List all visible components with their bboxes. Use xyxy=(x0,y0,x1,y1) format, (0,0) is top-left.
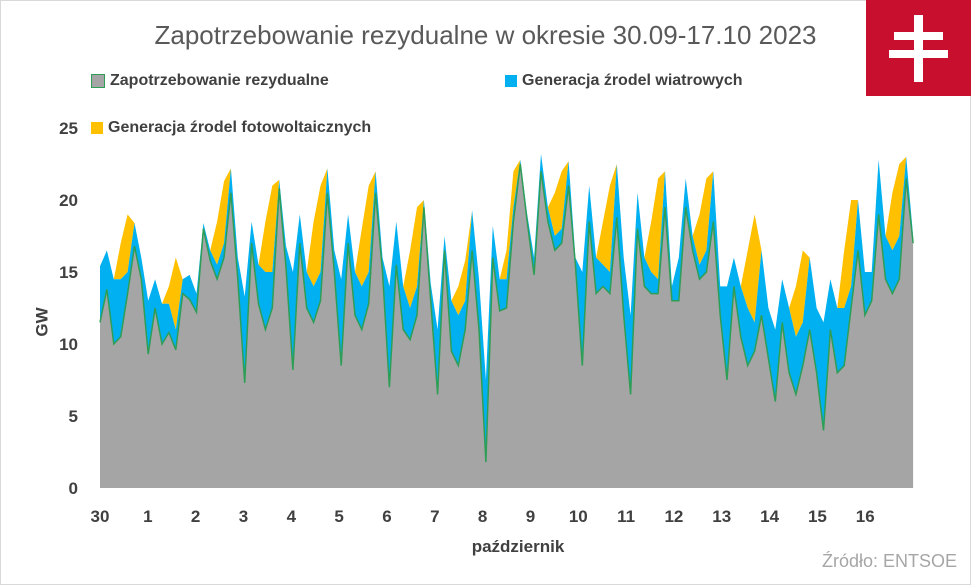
legend-residual: Zapotrzebowanie rezydualne xyxy=(91,72,329,90)
chart-title: Zapotrzebowanie rezydualne w okresie 30.… xyxy=(154,20,817,50)
y-tick-label: 15 xyxy=(59,263,78,282)
x-tick-label: 11 xyxy=(617,507,635,526)
y-tick-label: 0 xyxy=(69,479,78,498)
x-tick-label: 7 xyxy=(430,507,439,526)
x-tick-label: 6 xyxy=(382,507,391,526)
legend-pv: Generacja źrodel fotowoltaicznych xyxy=(91,119,371,137)
legend-swatch-residual xyxy=(91,74,105,88)
y-tick-label: 20 xyxy=(59,191,78,210)
y-tick-label: 10 xyxy=(59,335,78,354)
x-tick-label: 9 xyxy=(526,507,535,526)
legend-label-pv: Generacja źrodel fotowoltaicznych xyxy=(108,119,372,136)
x-tick-label: 14 xyxy=(760,507,779,526)
legend-swatch-pv xyxy=(91,122,103,134)
x-tick-label: 5 xyxy=(334,507,343,526)
x-tick-label: 8 xyxy=(478,507,487,526)
x-tick-label: 12 xyxy=(664,507,683,526)
x-tick-label: 15 xyxy=(808,507,827,526)
legend-swatch-wind xyxy=(505,75,517,87)
source-note: Źródło: ENTSOE xyxy=(821,551,957,571)
legend-label-wind: Generacja źrodel wiatrowych xyxy=(522,72,743,89)
x-tick-label: 16 xyxy=(856,507,875,526)
logo-double-cross-icon xyxy=(866,0,971,96)
x-tick-label: 10 xyxy=(569,507,588,526)
y-tick-label: 5 xyxy=(69,407,78,426)
x-tick-label: 30 xyxy=(91,507,110,526)
area-wind xyxy=(100,153,914,463)
x-axis-label: październik xyxy=(471,537,565,556)
area-residual xyxy=(100,164,914,488)
x-tick-label: 3 xyxy=(239,507,248,526)
x-tick-label: 4 xyxy=(287,507,297,526)
legend-wind: Generacja źrodel wiatrowych xyxy=(505,72,743,90)
area-pv xyxy=(100,153,914,380)
y-axis-label: GW xyxy=(32,307,52,337)
residual-edge-line xyxy=(99,163,914,463)
x-tick-label: 1 xyxy=(143,507,152,526)
y-tick-label: 25 xyxy=(59,119,78,138)
x-tick-label: 13 xyxy=(712,507,731,526)
legend-label-residual: Zapotrzebowanie rezydualne xyxy=(110,72,329,89)
x-tick-label: 2 xyxy=(191,507,200,526)
